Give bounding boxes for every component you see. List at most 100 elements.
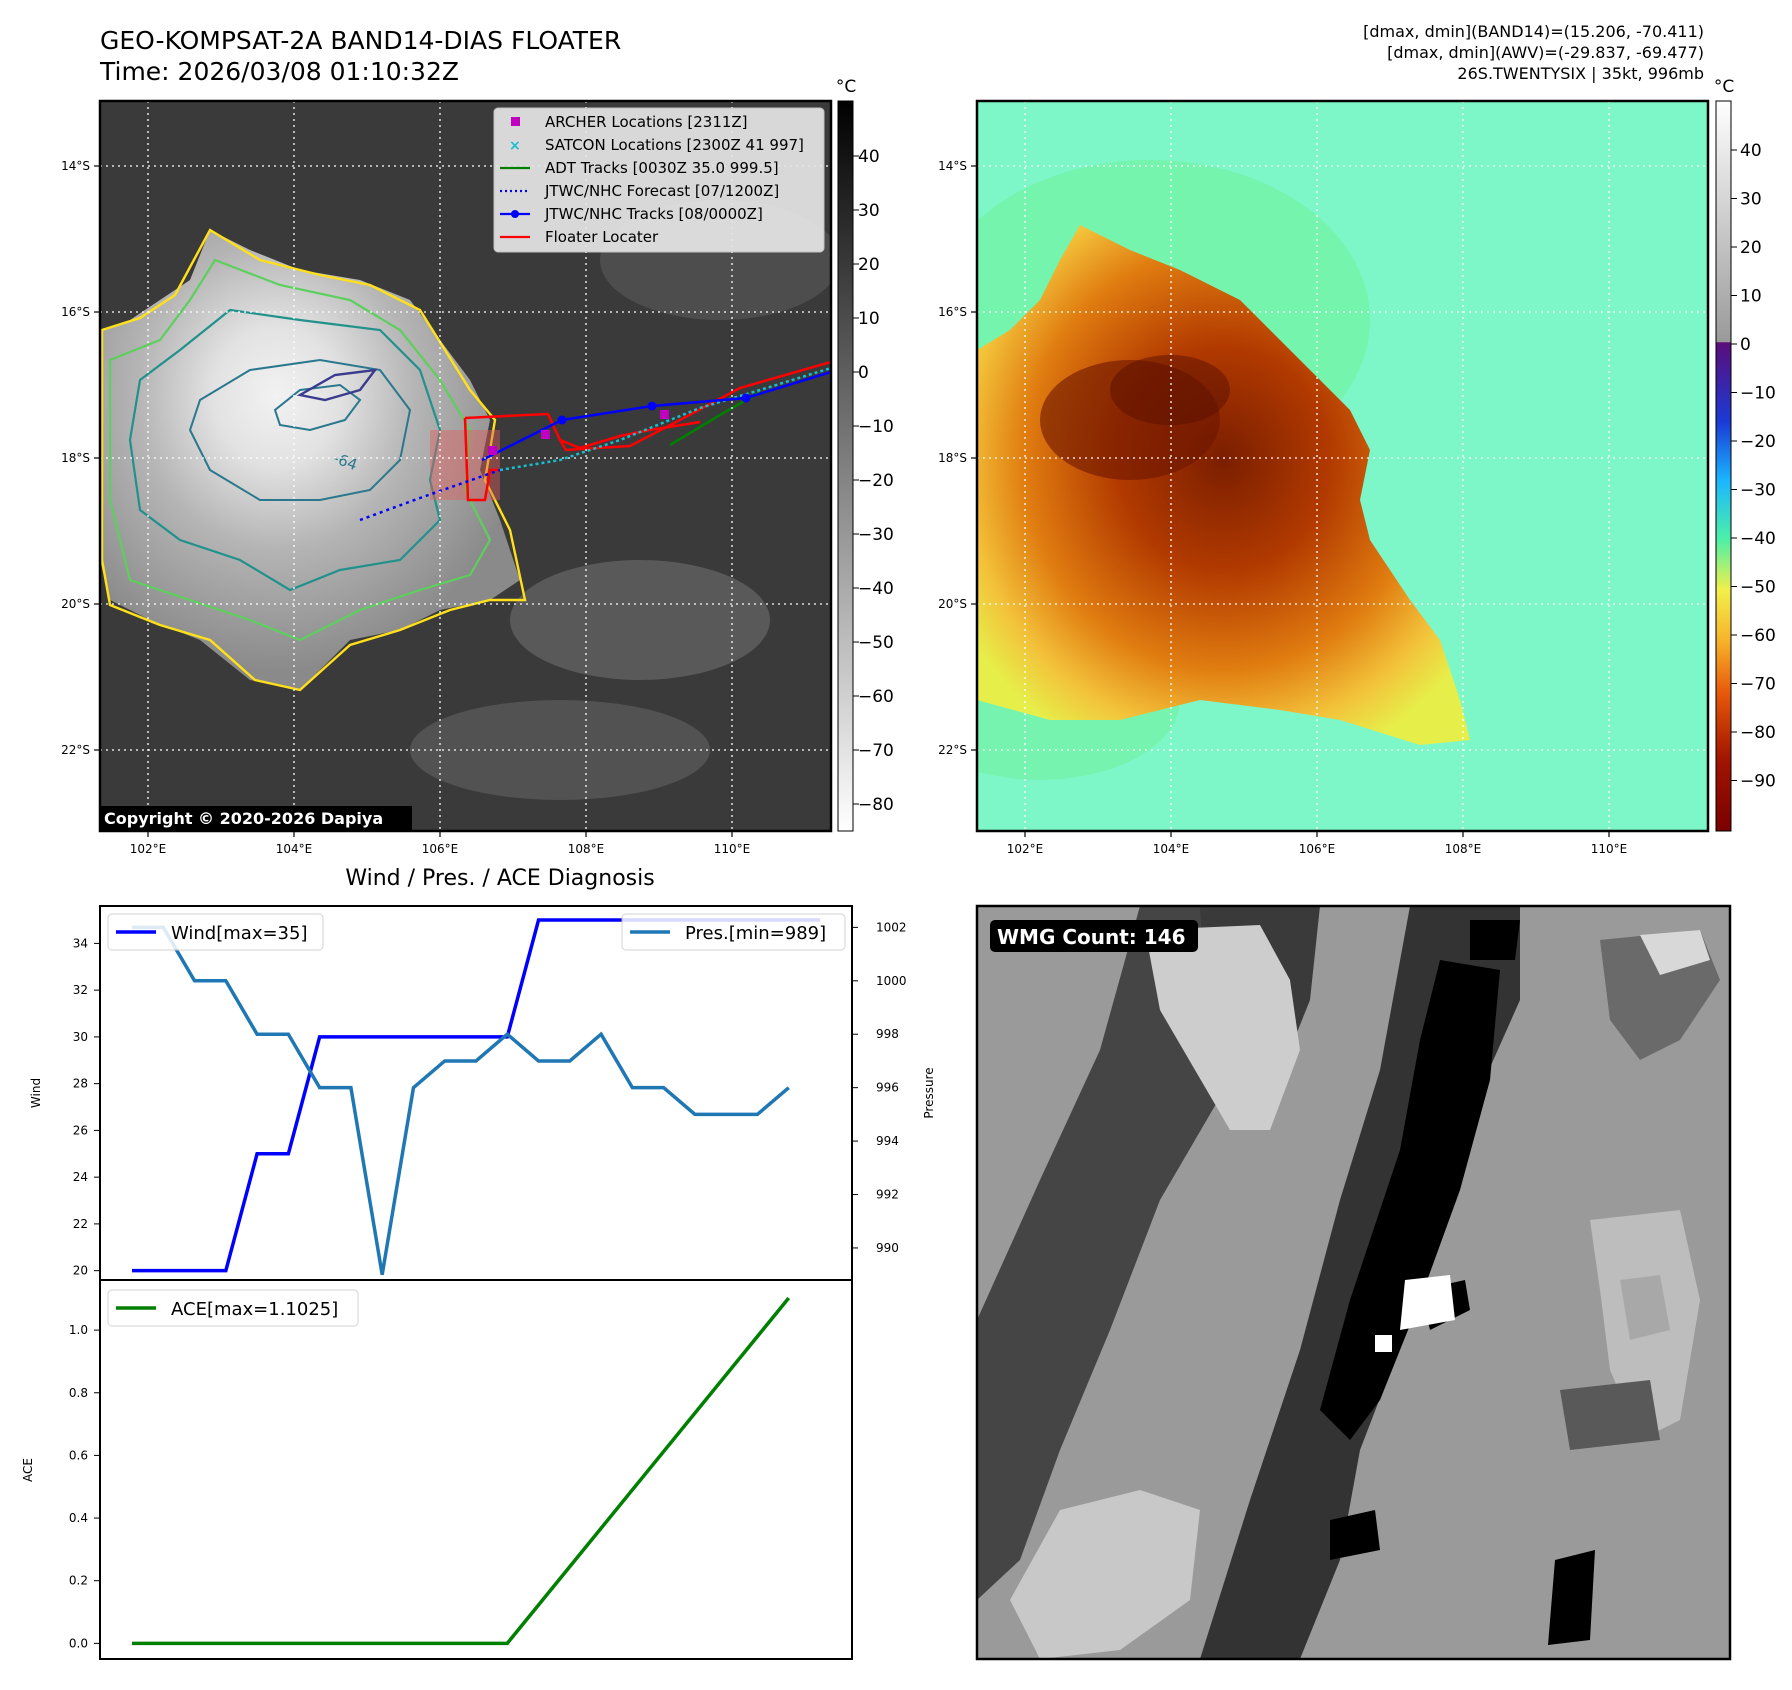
lat-tick-label: 18°S: [61, 451, 90, 465]
ir-colorbar-tick: 20: [858, 255, 880, 275]
pressure-axis-label: Pressure: [922, 1067, 936, 1118]
ace-tick-label: 1.0: [69, 1323, 88, 1337]
wind-tick-label: 22: [73, 1217, 88, 1231]
awv-range: [dmax, dmin](AWV)=(-29.837, -69.477): [1387, 43, 1704, 62]
ir-colorbar-tick: −70: [858, 741, 894, 761]
ace-legend: ACE[max=1.1025]: [171, 1299, 338, 1320]
awv-colorbar-tick: −20: [1740, 432, 1776, 452]
awv-map-panel: [975, 99, 1710, 833]
wmg-count-box: [990, 920, 1198, 952]
awv-colorbar-tick: −70: [1740, 675, 1776, 695]
awv-colorbar-unit: °C: [1714, 77, 1734, 97]
wmg-panel: WMG Count: 146: [975, 904, 1732, 1661]
wind-tick-label: 26: [73, 1123, 88, 1137]
pressure-series-line: [132, 925, 790, 1275]
ir-colorbar-tick: 40: [858, 147, 880, 167]
lat-tick-label: 14°S: [938, 159, 967, 173]
ir-colorbar-tick: −20: [858, 471, 894, 491]
ir-map-panel: -64: [98, 99, 833, 833]
wind-tick-label: 20: [73, 1264, 88, 1278]
ir-cloud-mass: [100, 230, 520, 690]
ir-colorbar: °C 40 30 20 10 0 −10 −20 −30 −40 −50 −60 −70 −80: [836, 77, 894, 832]
ace-tick-label: 0.0: [69, 1636, 88, 1650]
ir-colorbar-tick: −10: [858, 417, 894, 437]
lat-tick-label: 16°S: [938, 305, 967, 319]
pressure-tick-label: 990: [876, 1241, 899, 1255]
awv-colorbar-tick: −60: [1740, 626, 1776, 646]
ir-colorbar-tick: −80: [858, 795, 894, 815]
legend-archer: ARCHER Locations [2311Z]: [545, 113, 748, 131]
figure-time: Time: 2026/03/08 01:10:32Z: [100, 57, 459, 86]
ir-colorbar-tick: −40: [858, 579, 894, 599]
legend-adt: ADT Tracks [0030Z 35.0 999.5]: [545, 159, 779, 177]
lat-tick-label: 22°S: [61, 743, 90, 757]
lon-tick-label: 104°E: [276, 842, 313, 856]
ace-axis-label: ACE: [21, 1458, 35, 1482]
ir-colorbar-tick: 10: [858, 309, 880, 329]
wind-tick-label: 30: [73, 1030, 88, 1044]
lon-tick-label: 110°E: [714, 842, 751, 856]
pressure-tick-label: 998: [876, 1027, 899, 1041]
diagnosis-title: Wind / Pres. / ACE Diagnosis: [345, 866, 655, 891]
archer-legend-swatch: [511, 117, 520, 126]
lat-tick-label: 20°S: [938, 597, 967, 611]
ace-chart: 0.0 0.2 0.4 0.6 0.8 1.0 ACE ACE[max=1.1025]: [21, 1279, 853, 1660]
legend-forecast: JTWC/NHC Forecast [07/1200Z]: [544, 182, 779, 200]
ace-tick-label: 0.6: [69, 1448, 88, 1462]
wind-axis-label: Wind: [29, 1078, 43, 1108]
legend-satcon: SATCON Locations [2300Z 41 997]: [545, 136, 804, 154]
legend-floater: Floater Locater: [545, 228, 659, 246]
ace-tick-label: 0.8: [69, 1386, 88, 1400]
wind-legend: Wind[max=35]: [171, 923, 308, 944]
ace-tick-label: 0.4: [69, 1511, 88, 1525]
ir-colorbar-tick: 0: [858, 363, 869, 383]
lat-tick-label: 22°S: [938, 743, 967, 757]
pressure-tick-label: 1000: [876, 974, 907, 988]
wind-tick-label: 32: [73, 983, 88, 997]
wind-tick-label: 34: [73, 936, 88, 950]
wind-pressure-chart: 202224262830323499099299499699810001002 …: [29, 905, 936, 1281]
lat-tick-label: 20°S: [61, 597, 90, 611]
lat-tick-label: 14°S: [61, 159, 90, 173]
lon-tick-label: 110°E: [1591, 842, 1628, 856]
band14-range: [dmax, dmin](BAND14)=(15.206, -70.411): [1363, 22, 1704, 41]
lon-tick-label: 108°E: [1445, 842, 1482, 856]
awv-colorbar-tick: 20: [1740, 238, 1762, 258]
figure-title: GEO-KOMPSAT-2A BAND14-DIAS FLOATER: [100, 26, 622, 55]
lon-tick-label: 104°E: [1153, 842, 1190, 856]
lon-tick-label: 106°E: [422, 842, 459, 856]
lon-tick-label: 108°E: [568, 842, 605, 856]
ir-colorbar-tick: −50: [858, 633, 894, 653]
pressure-tick-label: 992: [876, 1188, 899, 1202]
copyright: Copyright © 2020-2026 Dapiya: [104, 809, 383, 828]
awv-colorbar-tick: −90: [1740, 772, 1776, 792]
awv-colorbar-tick: −50: [1740, 578, 1776, 598]
ace-tick-label: 0.2: [69, 1574, 88, 1588]
map-legend: ARCHER Locations [2311Z] × SATCON Locati…: [493, 107, 825, 253]
ir-colorbar-tick: −30: [858, 525, 894, 545]
ir-colorbar-unit: °C: [836, 77, 856, 97]
lon-tick-label: 106°E: [1299, 842, 1336, 856]
copyright-box: [100, 806, 412, 830]
ir-colorbar-tick: 30: [858, 201, 880, 221]
awv-colorbar-tick: 10: [1740, 287, 1762, 307]
awv-colorbar-tick: 30: [1740, 190, 1762, 210]
satcon-legend-swatch: ×: [509, 138, 521, 154]
lat-tick-label: 16°S: [61, 305, 90, 319]
wind-tick-label: 28: [73, 1077, 88, 1091]
pressure-tick-label: 1002: [876, 920, 907, 934]
pressure-legend: Pres.[min=989]: [685, 923, 826, 944]
pressure-tick-label: 994: [876, 1134, 899, 1148]
awv-dry-area: [977, 225, 1470, 745]
awv-colorbar-tick: −10: [1740, 384, 1776, 404]
lat-tick-label: 18°S: [938, 451, 967, 465]
ace-series-line: [132, 1296, 791, 1646]
awv-colorbar: °C 40 30 20 10 0 −10 −20 −30 −40 −50 −60 −70 −80 −90: [1714, 77, 1776, 832]
awv-colorbar-tick: 40: [1740, 141, 1762, 161]
lon-tick-label: 102°E: [1007, 842, 1044, 856]
storm-info: 26S.TWENTYSIX | 35kt, 996mb: [1457, 64, 1704, 83]
awv-colorbar-tick: −30: [1740, 481, 1776, 501]
awv-colorbar-tick: −80: [1740, 723, 1776, 743]
lon-tick-label: 102°E: [130, 842, 167, 856]
